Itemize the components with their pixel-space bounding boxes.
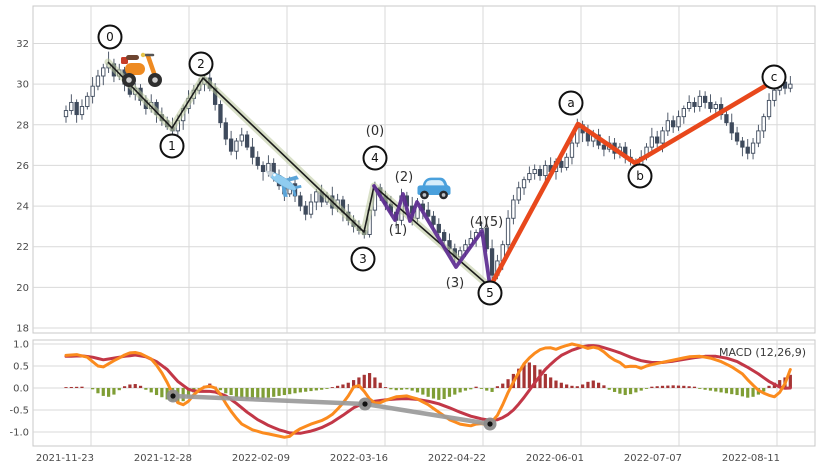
svg-text:30: 30 [16,80,29,91]
sub-wave-label: (3) [446,276,464,291]
svg-text:2021-11-23: 2021-11-23 [36,453,94,464]
svg-text:b: b [636,169,644,183]
macd-main-line [64,342,792,439]
svg-text:2022-02-09: 2022-02-09 [232,453,290,464]
wave-label-circle-0: 0 [97,24,123,50]
svg-text:2022-04-22: 2022-04-22 [428,453,486,464]
svg-text:32: 32 [16,39,29,50]
svg-text:c: c [771,70,778,84]
macd-indicator-label: MACD (12,26,9) [718,346,806,359]
svg-text:0.5: 0.5 [13,362,29,373]
wave-label-circle-3: 3 [350,246,376,272]
svg-text:18: 18 [16,324,29,335]
svg-text:2022-08-11: 2022-08-11 [722,453,780,464]
macd-trend-line [166,389,497,431]
abc-wave-line [487,79,775,290]
sub-wave-label: (0) [366,124,384,139]
wave-labels: 0 1 2 3 4 5 a b c (0) (1) (2) (3) (4)(5) [97,24,787,306]
sub-wave-label: (4) [470,215,488,230]
wave-label-circle-5: 5 [477,280,503,306]
macd-histogram [64,362,792,403]
candlestick-series [63,51,793,286]
sub-wave-label: (5) [485,215,503,230]
svg-text:20: 20 [16,283,29,294]
svg-text:-0.5: -0.5 [9,406,29,417]
y-axis-labels: 32 30 28 26 24 22 20 18 1.0 0.5 0.0 -0.5 -1.0 [9,39,29,439]
airplane-icon [264,170,302,198]
svg-text:3: 3 [359,252,367,266]
wave-label-circle-2: 2 [188,51,214,77]
sub-wave-label: (1) [389,223,407,238]
svg-text:2022-06-01: 2022-06-01 [526,453,584,464]
wave-label-circle-b: b [627,163,653,189]
svg-text:2: 2 [197,57,205,71]
wave-label-circle-c: c [761,64,787,90]
svg-text:2022-03-16: 2022-03-16 [330,453,388,464]
svg-text:26: 26 [16,161,29,172]
svg-text:4: 4 [371,151,379,165]
svg-text:1: 1 [168,139,176,153]
svg-text:5: 5 [486,286,494,300]
sub-wave-label: (2) [395,170,413,185]
grid-lines [32,5,816,447]
wave-label-circle-a: a [558,90,584,116]
impulse-wave-line [104,58,494,291]
svg-text:a: a [567,96,574,110]
svg-text:0: 0 [106,30,114,44]
svg-text:2021-12-28: 2021-12-28 [134,453,192,464]
x-axis-labels: 2021-11-23 2021-12-28 2022-02-09 2022-03-16… [36,453,780,464]
svg-text:-1.0: -1.0 [9,428,29,439]
car-icon [417,177,451,200]
wave-label-circle-4: 4 [362,145,388,171]
sub-wave-line [372,184,492,288]
svg-text:28: 28 [16,120,29,131]
svg-text:22: 22 [16,242,29,253]
scooter-icon [121,52,162,87]
svg-text:2022-07-07: 2022-07-07 [624,453,682,464]
svg-text:24: 24 [16,202,29,213]
wave-label-circle-1: 1 [159,133,185,159]
svg-text:0.0: 0.0 [13,384,29,395]
svg-text:1.0: 1.0 [13,340,29,351]
